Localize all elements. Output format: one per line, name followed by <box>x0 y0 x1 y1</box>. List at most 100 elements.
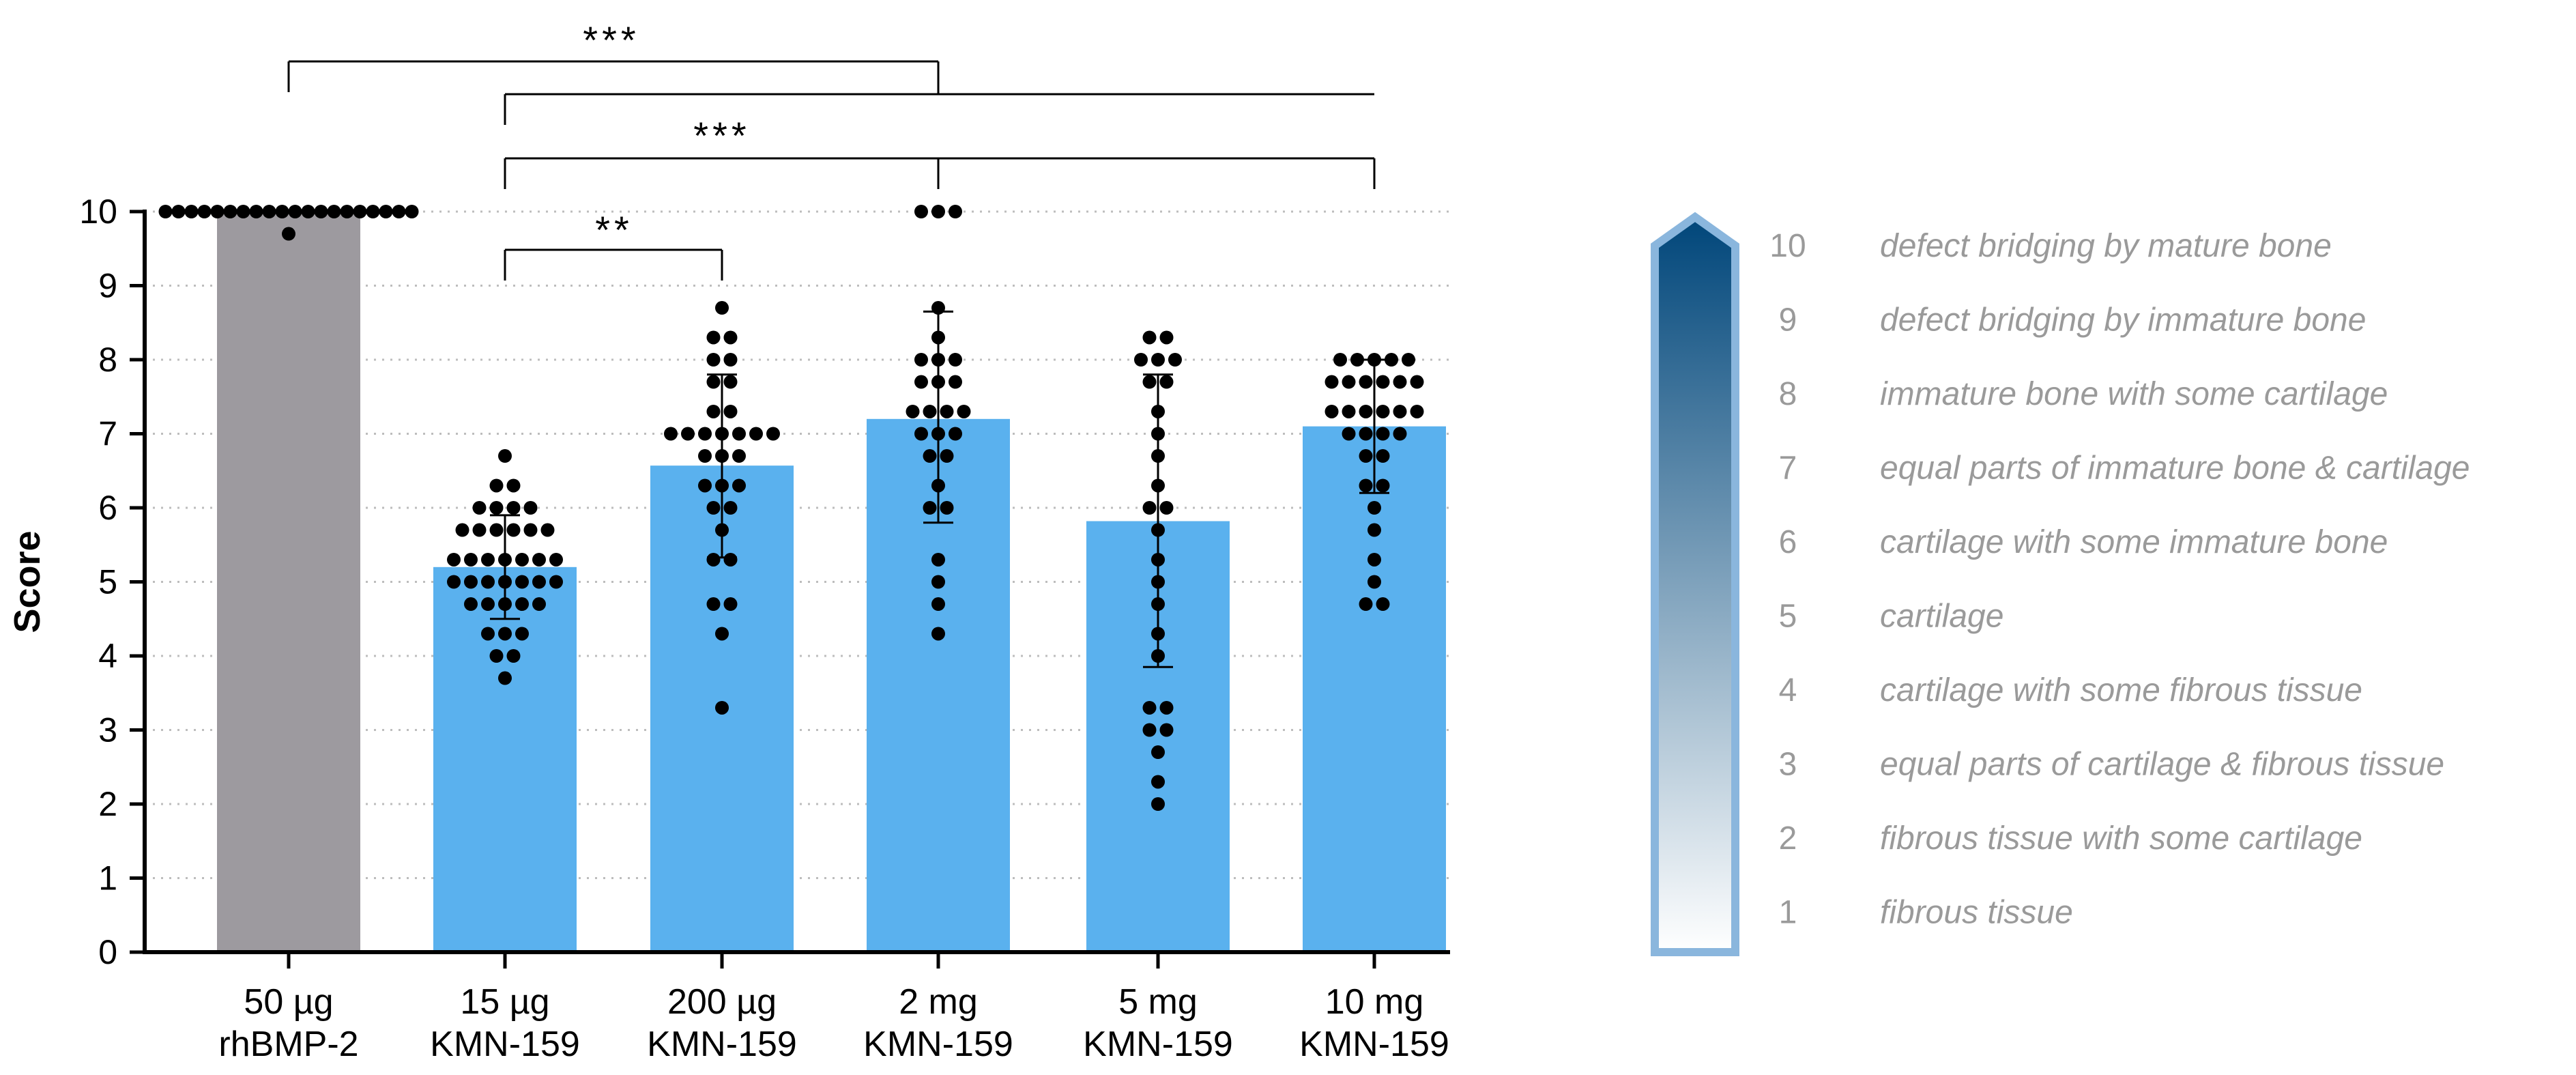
data-point <box>275 205 289 218</box>
data-point <box>715 700 729 715</box>
data-point <box>931 330 945 345</box>
data-point <box>481 627 495 641</box>
data-point <box>715 427 729 441</box>
data-point <box>949 353 962 367</box>
data-point <box>498 449 512 463</box>
data-point <box>940 449 954 463</box>
y-tick-label: 1 <box>98 859 117 898</box>
data-point <box>681 427 695 441</box>
x-tick-label: KMN-159 <box>1083 1024 1233 1064</box>
data-point <box>532 575 546 589</box>
data-point <box>1151 597 1165 612</box>
data-point <box>210 205 225 218</box>
data-point <box>523 501 538 515</box>
scale-level-number: 3 <box>1779 747 1797 783</box>
data-point <box>472 523 487 537</box>
data-point <box>949 427 962 441</box>
data-point <box>766 427 780 441</box>
data-point <box>914 205 928 218</box>
y-tick-label: 2 <box>98 785 117 823</box>
data-point <box>1376 427 1390 441</box>
data-point <box>515 597 529 612</box>
scale-level-description: immature bone with some cartilage <box>1880 376 2388 412</box>
data-point <box>723 353 738 367</box>
x-tick-label: 200 µg <box>667 982 777 1022</box>
data-point <box>923 501 937 515</box>
x-tick-label: 2 mg <box>899 982 978 1022</box>
data-point <box>288 205 302 218</box>
data-point <box>664 427 678 441</box>
data-point <box>455 523 469 537</box>
y-tick-label: 3 <box>98 711 117 749</box>
data-point <box>392 205 406 218</box>
data-point <box>931 427 945 441</box>
data-point <box>949 375 962 389</box>
data-point <box>949 205 962 218</box>
data-point <box>931 205 945 218</box>
data-point <box>184 205 199 218</box>
data-point <box>1142 501 1157 515</box>
x-tick-label: KMN-159 <box>863 1024 1013 1064</box>
data-point <box>1142 375 1157 389</box>
bar <box>217 212 360 952</box>
data-point <box>715 449 729 463</box>
data-point <box>549 575 563 589</box>
data-point <box>1142 330 1157 345</box>
data-point <box>698 427 712 441</box>
data-point <box>447 552 461 567</box>
scale-level-description: defect bridging by immature bone <box>1880 302 2366 339</box>
data-point <box>1151 523 1165 537</box>
data-point <box>249 205 263 218</box>
data-point <box>723 375 738 389</box>
data-point <box>523 523 538 537</box>
data-point <box>1376 449 1390 463</box>
data-point <box>1151 575 1165 589</box>
scale-level-number: 8 <box>1779 376 1797 412</box>
score-gradient-arrow <box>1651 212 1739 956</box>
y-tick-label: 10 <box>79 192 117 231</box>
data-point <box>327 205 341 218</box>
x-tick-label: 5 mg <box>1118 982 1198 1022</box>
data-point <box>1393 375 1407 389</box>
data-point <box>706 501 721 515</box>
data-point <box>723 330 738 345</box>
data-point <box>931 597 945 612</box>
data-point <box>489 501 504 515</box>
data-point <box>1393 427 1407 441</box>
scale-level-description: cartilage <box>1880 599 2003 635</box>
data-point <box>506 523 521 537</box>
significance-brackets: ******** <box>287 18 1376 281</box>
data-point <box>481 552 495 567</box>
data-point <box>1159 501 1174 515</box>
data-point <box>715 301 729 315</box>
data-point <box>1359 449 1373 463</box>
data-point <box>314 205 328 218</box>
data-point <box>914 375 928 389</box>
data-point <box>498 597 512 612</box>
data-point <box>706 552 721 567</box>
y-tick-label: 8 <box>98 341 117 379</box>
data-point <box>158 205 173 218</box>
data-point <box>489 478 504 493</box>
data-point <box>549 552 563 567</box>
data-point <box>515 627 529 641</box>
data-point <box>515 552 529 567</box>
data-point <box>1376 478 1390 493</box>
data-point <box>715 478 729 493</box>
data-point <box>1151 478 1165 493</box>
x-tick-label: KMN-159 <box>1299 1024 1449 1064</box>
y-tick-label: 4 <box>98 637 117 675</box>
data-point <box>1367 523 1381 537</box>
data-point <box>706 597 721 612</box>
data-point <box>706 404 721 418</box>
data-point <box>379 205 393 218</box>
data-point <box>931 478 945 493</box>
data-point <box>447 575 461 589</box>
data-point <box>1350 353 1364 367</box>
data-point <box>706 375 721 389</box>
data-point <box>498 627 512 641</box>
data-point <box>1342 427 1356 441</box>
sig-label: *** <box>583 18 639 61</box>
data-point <box>957 404 971 418</box>
